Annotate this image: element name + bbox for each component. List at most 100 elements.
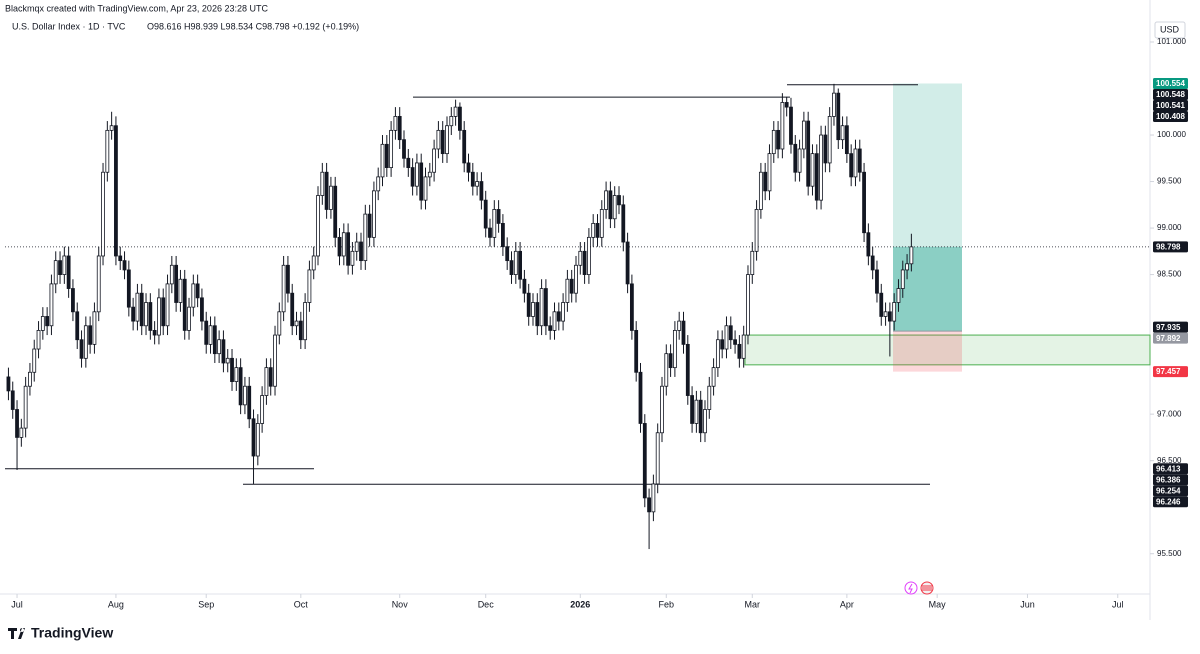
candle-body	[655, 432, 660, 485]
candle-body	[298, 320, 303, 341]
candle-body	[780, 102, 785, 150]
plot-area	[5, 83, 1151, 550]
candle-body	[290, 292, 295, 327]
candle-body	[367, 213, 372, 238]
candle-body	[711, 367, 716, 387]
event-glyph	[908, 583, 913, 594]
candle-body	[569, 278, 574, 294]
candle-body	[118, 255, 123, 262]
candle-body	[208, 325, 213, 345]
flag-glyph	[922, 585, 932, 591]
candle-body	[294, 320, 299, 327]
x-tick-label: Nov	[392, 599, 409, 609]
candle-body	[161, 297, 166, 327]
price-label: 100.554	[1156, 79, 1185, 88]
candle-body	[763, 171, 768, 192]
y-tick-label: 101.000	[1157, 37, 1186, 46]
x-tick-label: Jul	[11, 599, 23, 609]
candle-body	[230, 357, 234, 382]
candle-body	[114, 125, 118, 257]
candle-body	[191, 283, 196, 308]
y-tick-label: 96.500	[1157, 456, 1182, 465]
candle-body	[694, 399, 699, 424]
brand: TradingView	[31, 625, 113, 641]
price-label-box	[1153, 110, 1188, 122]
candle-body	[758, 171, 763, 210]
price-label: 97.892	[1156, 334, 1181, 343]
candle-body	[58, 260, 62, 275]
price-label-box	[1153, 485, 1188, 497]
candle-body	[883, 311, 888, 317]
candle-body	[217, 339, 222, 355]
event-icon[interactable]	[904, 581, 918, 595]
candle-body	[32, 348, 37, 373]
candle-body	[372, 190, 376, 238]
candle-body	[251, 418, 256, 457]
candle-body	[255, 423, 260, 457]
price-axis: 101.000 100.000 99.500 99.000 98.500 97.000 96…	[1150, 37, 1188, 558]
candle-body	[174, 264, 179, 303]
support-zone	[744, 334, 1151, 366]
candle-body	[789, 106, 793, 145]
candle-body	[419, 162, 424, 201]
candle-body	[582, 250, 587, 275]
candle-body	[268, 367, 273, 387]
candle-body	[681, 320, 686, 345]
candle-body	[703, 409, 707, 434]
candle-body	[45, 316, 50, 327]
candle-body	[354, 241, 359, 252]
candle-body	[595, 223, 600, 238]
candle-body	[621, 204, 626, 243]
candle-body	[187, 306, 191, 331]
x-tick-label: Feb	[659, 599, 675, 609]
logo[interactable]: TradingView	[8, 625, 113, 641]
candle-body	[458, 106, 462, 131]
candle-body	[6, 376, 11, 392]
price-label: 100.408	[1156, 112, 1185, 121]
candle-body	[247, 385, 252, 420]
price-label-box	[1153, 496, 1188, 508]
candle-body	[148, 302, 153, 331]
candle-body	[122, 260, 127, 271]
candle-body	[384, 143, 389, 168]
y-tick-label: 98.500	[1157, 270, 1182, 279]
candle-body	[586, 236, 591, 275]
candle-body	[672, 330, 677, 369]
candle-body	[660, 385, 664, 434]
candle-body	[281, 264, 286, 313]
x-tick-label: Dec	[478, 599, 495, 609]
candle-body	[647, 497, 651, 513]
candle-body	[165, 283, 170, 327]
candle-body	[105, 129, 110, 173]
loss-area	[893, 331, 962, 372]
candle-body	[690, 395, 694, 424]
candle-body	[303, 302, 308, 341]
candle-body	[556, 311, 561, 322]
currency-box[interactable]	[1154, 21, 1186, 39]
candle-body	[415, 162, 419, 187]
candle-body	[423, 176, 428, 201]
candle-body	[625, 241, 630, 285]
candle-body	[849, 153, 854, 178]
candle-body	[178, 278, 183, 303]
candle-body	[88, 325, 93, 345]
candle-body	[836, 92, 841, 141]
y-tick-label: 97.000	[1157, 409, 1182, 418]
candle-body	[449, 116, 454, 127]
candle-body	[36, 330, 41, 350]
price-label-box	[1153, 332, 1188, 344]
candle-body	[157, 297, 161, 336]
indicator-icons[interactable]	[904, 581, 934, 595]
candle-body	[561, 302, 565, 322]
candle-body	[10, 390, 15, 410]
price-label: 98.798	[1156, 242, 1181, 251]
candle-body	[131, 306, 136, 322]
candle-body	[840, 125, 845, 141]
candle-body	[277, 311, 282, 336]
open-profit	[893, 246, 962, 332]
price-label-box	[1153, 88, 1188, 100]
candle-body	[612, 195, 617, 220]
candle-body	[320, 171, 325, 196]
